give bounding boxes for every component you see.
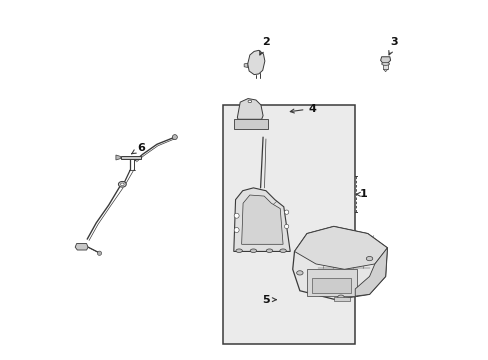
Circle shape [234, 228, 239, 233]
Ellipse shape [121, 183, 124, 185]
Text: 2: 2 [259, 37, 269, 55]
Circle shape [284, 210, 288, 214]
Ellipse shape [250, 249, 256, 252]
Ellipse shape [366, 256, 372, 261]
Polygon shape [383, 63, 387, 69]
Polygon shape [380, 57, 390, 63]
Circle shape [234, 213, 239, 218]
Text: 6: 6 [131, 143, 144, 154]
Text: 1: 1 [355, 189, 366, 199]
Polygon shape [383, 69, 387, 72]
Ellipse shape [118, 181, 126, 187]
Polygon shape [354, 248, 386, 296]
Polygon shape [241, 195, 283, 244]
Text: 5: 5 [262, 295, 276, 305]
Polygon shape [294, 226, 386, 269]
Polygon shape [292, 226, 386, 300]
Polygon shape [121, 157, 141, 158]
Polygon shape [237, 99, 263, 119]
Polygon shape [233, 188, 290, 251]
Ellipse shape [296, 271, 303, 275]
Circle shape [97, 251, 102, 255]
Text: 3: 3 [388, 37, 398, 55]
Text: 4: 4 [290, 104, 316, 113]
Bar [306, 269, 356, 296]
Bar [234, 119, 268, 129]
Circle shape [284, 224, 288, 229]
Ellipse shape [266, 249, 272, 252]
Bar [333, 297, 349, 301]
Ellipse shape [247, 100, 251, 103]
Polygon shape [244, 63, 247, 67]
Ellipse shape [235, 249, 242, 252]
Circle shape [172, 135, 177, 140]
Polygon shape [116, 155, 121, 160]
Bar [311, 278, 350, 293]
Ellipse shape [279, 249, 285, 252]
Ellipse shape [337, 295, 344, 299]
Polygon shape [75, 244, 88, 250]
Polygon shape [247, 50, 264, 75]
Bar [223, 105, 354, 344]
Ellipse shape [381, 63, 389, 65]
